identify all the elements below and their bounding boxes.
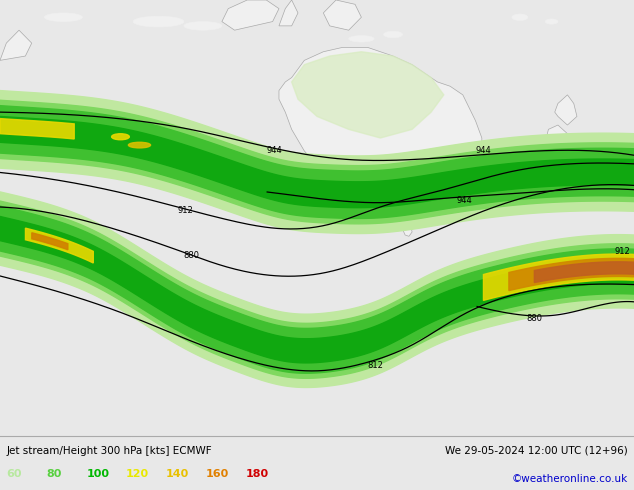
Ellipse shape (184, 22, 222, 30)
Text: 880: 880 (184, 251, 200, 260)
Text: 100: 100 (86, 469, 109, 479)
Ellipse shape (44, 13, 82, 22)
Text: 180: 180 (246, 469, 269, 479)
Text: 944: 944 (456, 196, 472, 205)
Ellipse shape (384, 31, 403, 38)
Polygon shape (279, 0, 298, 26)
Text: 944: 944 (266, 146, 282, 155)
Polygon shape (0, 201, 634, 378)
Polygon shape (0, 100, 634, 224)
Text: 944: 944 (476, 146, 491, 155)
Polygon shape (279, 48, 482, 224)
Text: 120: 120 (126, 469, 149, 479)
Text: 812: 812 (368, 361, 384, 370)
Polygon shape (292, 52, 444, 138)
Polygon shape (0, 192, 634, 388)
Text: 912: 912 (615, 247, 631, 256)
Polygon shape (323, 0, 361, 30)
Text: Jet stream/Height 300 hPa [kts] ECMWF: Jet stream/Height 300 hPa [kts] ECMWF (6, 446, 212, 456)
Ellipse shape (545, 19, 558, 24)
Text: 912: 912 (178, 206, 193, 215)
Ellipse shape (512, 14, 527, 21)
Polygon shape (222, 0, 279, 30)
Ellipse shape (112, 134, 129, 140)
Text: 60: 60 (6, 469, 22, 479)
Polygon shape (25, 228, 93, 263)
Polygon shape (509, 258, 634, 291)
Polygon shape (0, 119, 74, 139)
Text: 80: 80 (46, 469, 61, 479)
Polygon shape (484, 254, 634, 300)
Text: 160: 160 (206, 469, 230, 479)
Text: We 29-05-2024 12:00 UTC (12+96): We 29-05-2024 12:00 UTC (12+96) (445, 446, 628, 456)
Polygon shape (0, 217, 634, 363)
Polygon shape (0, 30, 32, 60)
Ellipse shape (128, 142, 150, 148)
Text: 880: 880 (526, 314, 542, 323)
Ellipse shape (133, 16, 184, 27)
Polygon shape (0, 91, 634, 234)
Polygon shape (555, 95, 577, 125)
Polygon shape (0, 117, 634, 208)
Polygon shape (32, 233, 68, 250)
Polygon shape (0, 106, 634, 219)
Ellipse shape (349, 36, 374, 42)
Text: 140: 140 (166, 469, 190, 479)
Text: ©weatheronline.co.uk: ©weatheronline.co.uk (512, 474, 628, 484)
Polygon shape (0, 206, 634, 373)
Polygon shape (403, 225, 412, 236)
Polygon shape (545, 125, 571, 160)
Polygon shape (534, 262, 634, 283)
